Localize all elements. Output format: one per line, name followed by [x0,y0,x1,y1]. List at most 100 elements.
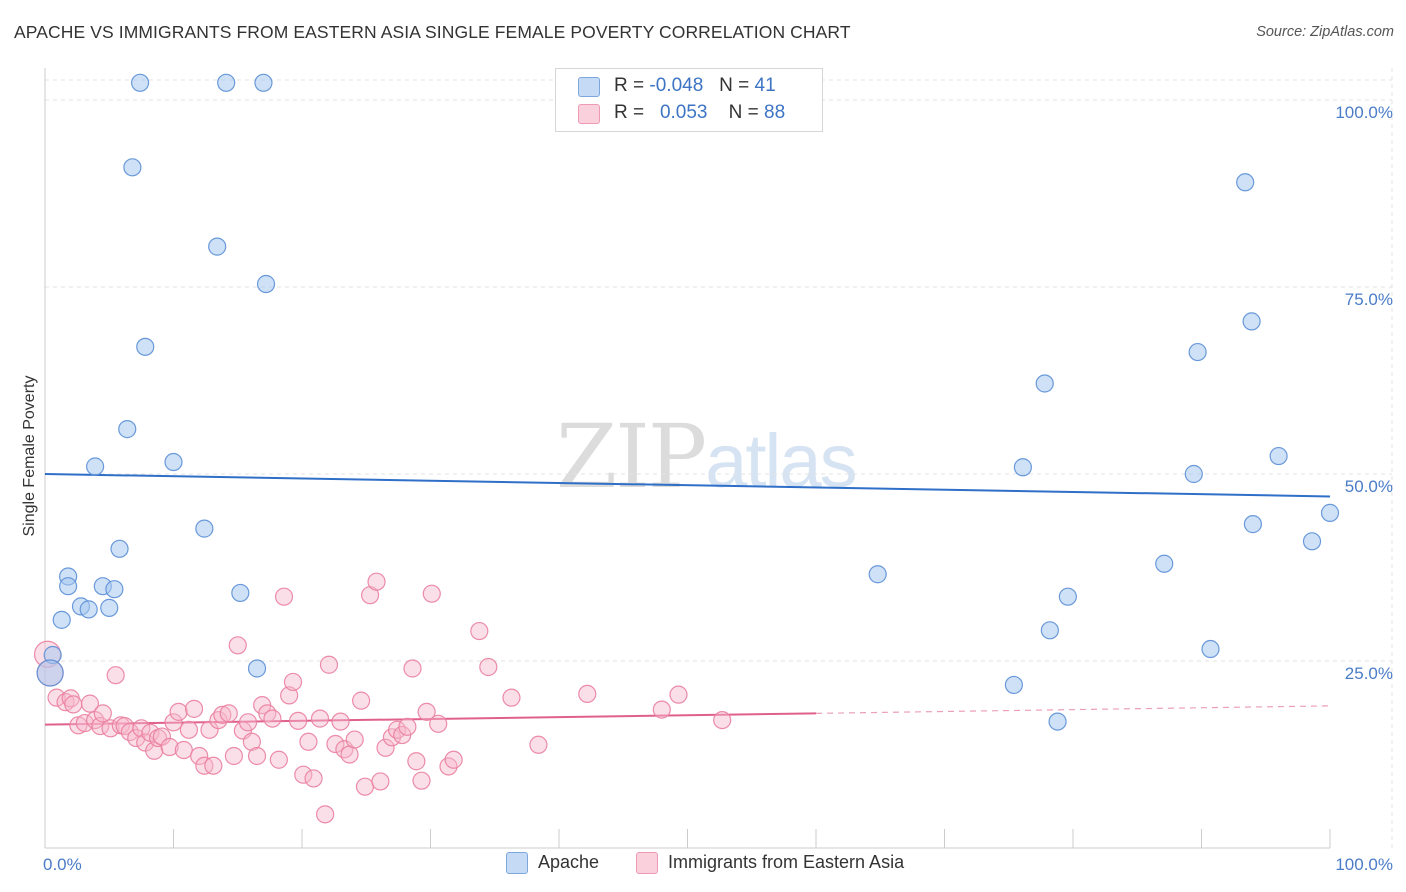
apache-point [105,580,124,599]
series-legend-label: Immigrants from Eastern Asia [668,852,905,872]
tick-labels: 25.0% 50.0% 75.0% 100.0% 0.0% 100.0% [43,103,1393,874]
eastern-asia-point [387,720,407,739]
apache-point [1058,587,1077,606]
stats-legend: R = -0.048 N = 41 R = 0.053 N = 88 [555,68,823,132]
eastern-asia-point [93,704,112,723]
eastern-asia-point [371,772,390,791]
r-value: 0.053 [659,102,708,123]
eastern-asia-point [398,717,417,736]
apache-point [254,73,273,92]
apache-point [79,600,98,619]
apache-point [164,452,183,472]
eastern-asia-point [174,740,193,760]
series-legend-label: Apache [538,852,600,872]
eastern-asia-point [652,700,671,719]
eastern-asia-point [101,719,120,738]
eastern-asia-point [578,684,597,704]
axes [44,68,1331,849]
series-legend: Apache Immigrants from Eastern Asia [0,852,1406,878]
eastern-asia-point [247,746,267,766]
eastern-asia-point [355,777,375,796]
apache-point [208,237,227,256]
chart-title: APACHE VS IMMIGRANTS FROM EASTERN ASIA S… [14,22,851,42]
eastern-asia-point [470,621,489,641]
eastern-asia-point [289,711,308,730]
watermark: ZIPatlas [556,405,858,508]
eastern-asia-point [184,699,204,718]
apache-point [256,274,276,294]
eastern-asia-point [224,746,243,766]
apache-point [195,519,214,538]
apache-point [231,583,250,603]
stats-legend-swatch-apache [578,77,600,97]
eastern-asia-point [294,765,313,784]
eastern-asia-point [422,584,441,603]
apache-point [1188,342,1207,362]
eastern-asia-point [47,688,66,707]
eastern-asia-point [529,735,548,754]
y-tick-label: 25.0% [1345,664,1393,683]
apache-point [36,659,64,687]
trend-line-0 [44,473,1331,498]
eastern-asia-point [258,704,277,723]
apache-point [1035,374,1054,393]
eastern-asia-point [669,685,688,704]
eastern-asia-point [64,695,83,714]
apache-point [136,337,155,356]
n-label: N = [728,102,759,123]
eastern-asia-point [132,719,151,738]
eastern-asia-point [204,756,223,775]
apache-point [868,565,887,584]
eastern-asia-point [407,752,426,771]
eastern-asia-point [352,691,371,710]
eastern-asia-point [160,737,179,757]
eastern-asia-point [179,720,199,739]
y-tick-label: 75.0% [1345,290,1393,309]
eastern-asia-point [304,769,323,788]
apache-point [123,158,142,177]
eastern-asia-point [326,734,345,754]
n-value: 41 [754,75,776,96]
apache-point [1155,554,1174,573]
eastern-asia-point [502,688,521,707]
series-legend-swatch-eastern-asia [636,852,658,874]
eastern-asia-point [299,732,318,751]
apache-point [1242,312,1261,331]
eastern-asia-point [376,738,395,757]
apache-point [1040,621,1059,640]
n-value: 88 [764,102,786,123]
y-tick-label: 100.0% [1335,103,1393,122]
apache-point [130,73,150,92]
y-tick-label: 50.0% [1345,477,1393,496]
eastern-asia-point [106,666,125,685]
data-points [33,73,1340,824]
x-tick-label: 0.0% [43,855,82,874]
r-label: R = [614,75,645,96]
eastern-asia-point [283,672,303,692]
apache-point [247,659,267,678]
apache-point [1201,639,1220,659]
eastern-asia-point [280,686,299,705]
n-label: N = [719,75,750,96]
eastern-asia-point [190,746,209,766]
stats-legend-swatch-eastern-asia [578,104,600,124]
eastern-asia-point [238,713,258,732]
eastern-asia-point [429,714,448,733]
apache-point [1269,446,1288,466]
r-label: R = [614,102,645,123]
eastern-asia-point [310,709,330,728]
apache-point [59,577,78,596]
apache-point [118,420,137,439]
eastern-asia-point [713,710,732,730]
watermark-atlas: atlas [705,419,858,504]
apache-point [217,73,236,92]
apache-point [1302,532,1322,551]
apache-point [100,598,119,617]
apache-point [1243,515,1263,534]
eastern-asia-point [75,713,94,733]
eastern-asia-point [213,705,232,724]
trend-line-dashed-1 [815,705,1331,714]
apache-point [1004,675,1023,695]
apache-point [52,610,71,629]
